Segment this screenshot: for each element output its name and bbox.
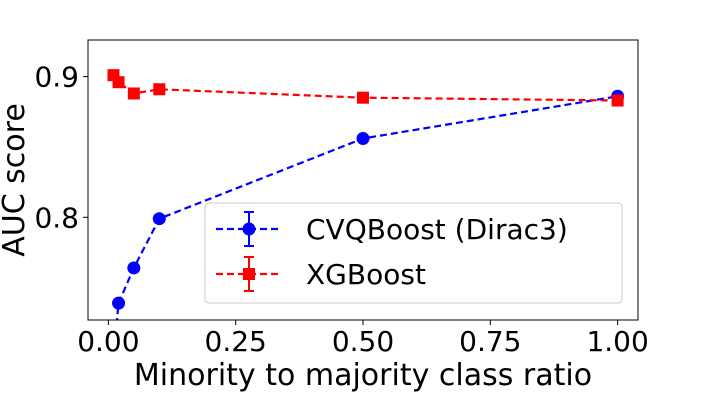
legend-marker xyxy=(242,222,256,236)
series-layer xyxy=(107,69,625,320)
cvqboost-point xyxy=(152,212,166,226)
xgboost-point xyxy=(357,91,369,104)
cvqboost-line xyxy=(115,95,618,320)
legend-marker xyxy=(243,268,255,280)
xgboost-point xyxy=(611,94,624,107)
x-tick-label: 0.75 xyxy=(459,325,521,358)
legend-label: XGBoost xyxy=(306,258,426,291)
xgboost-series xyxy=(107,69,624,107)
legend-entry-cvqboost: CVQBoost (Dirac3) xyxy=(216,211,568,247)
cvqboost-point xyxy=(356,131,370,145)
x-tick-label: 0.00 xyxy=(77,325,139,358)
y-axis-ticks: 0.8 0.9 xyxy=(34,61,88,234)
legend-label: CVQBoost (Dirac3) xyxy=(306,213,568,246)
x-tick-label: 0.50 xyxy=(332,325,394,358)
x-axis-label: Minority to majority class ratio xyxy=(134,358,592,393)
cvqboost-series xyxy=(112,89,625,320)
x-tick-label: 0.25 xyxy=(205,325,267,358)
legend: CVQBoost (Dirac3) XGBoost xyxy=(204,202,623,304)
y-tick-label: 0.8 xyxy=(34,201,79,234)
legend-box xyxy=(204,202,623,304)
y-axis-label: AUC score xyxy=(0,103,32,257)
cvqboost-point xyxy=(127,261,141,275)
legend-entry-xgboost: XGBoost xyxy=(216,256,426,292)
xgboost-point xyxy=(127,87,140,100)
x-tick-label: 1.00 xyxy=(586,325,648,358)
xgboost-line xyxy=(112,74,618,102)
xgboost-point xyxy=(153,83,166,96)
x-axis-ticks: 0.00 0.25 0.50 0.75 1.00 xyxy=(77,320,649,358)
y-tick-label: 0.9 xyxy=(34,61,79,94)
xgboost-point xyxy=(112,76,125,89)
cvqboost-point xyxy=(112,296,126,310)
